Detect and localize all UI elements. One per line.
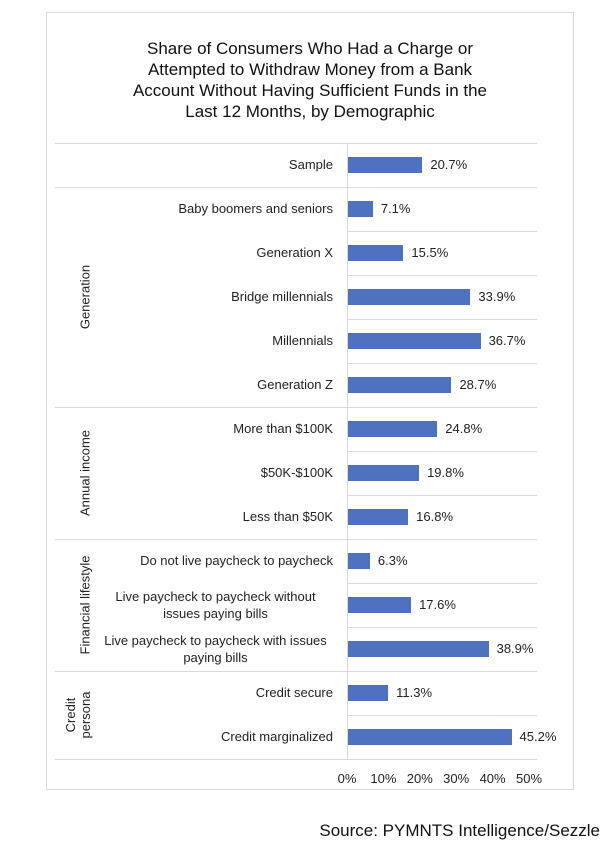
bar xyxy=(347,729,512,745)
data-label: 7.1% xyxy=(380,201,411,216)
group-label: Financial lifestyle xyxy=(77,555,93,655)
data-label: 19.8% xyxy=(427,465,464,480)
category-label: More than $100K xyxy=(233,421,333,436)
category-label: Do not live paycheck to paycheck xyxy=(140,553,333,568)
category-label: Millennials xyxy=(272,333,333,348)
bar xyxy=(347,641,489,657)
bar xyxy=(347,465,420,481)
data-label: 6.3% xyxy=(377,553,408,568)
group-separator xyxy=(55,759,537,760)
row-separator xyxy=(347,715,537,716)
x-tick-label: 10% xyxy=(370,771,397,786)
chart-frame xyxy=(46,12,574,790)
category-label: Live paycheck to paycheck with issues pa… xyxy=(104,633,327,665)
bar xyxy=(347,421,438,437)
group-separator xyxy=(55,187,537,188)
category-label: Live paycheck to paycheck without issues… xyxy=(115,589,316,621)
x-tick-label: 0% xyxy=(337,771,357,786)
data-label: 45.2% xyxy=(519,729,557,744)
row-separator xyxy=(347,627,537,628)
row-separator xyxy=(347,231,537,232)
row-separator xyxy=(347,451,537,452)
x-tick-label: 40% xyxy=(479,771,506,786)
source-note: Source: PYMNTS Intelligence/Sezzle xyxy=(319,821,600,840)
bar xyxy=(347,553,370,569)
group-separator xyxy=(55,407,537,408)
group-label: Credit persona xyxy=(63,691,93,739)
group-separator xyxy=(55,539,537,540)
bar xyxy=(347,245,404,261)
chart-title-line: Share of Consumers Who Had a Charge or xyxy=(147,39,473,58)
row-separator xyxy=(347,495,537,496)
y-axis-line xyxy=(347,143,348,759)
group-separator xyxy=(55,671,537,672)
row-separator xyxy=(347,319,537,320)
bar xyxy=(347,333,481,349)
bar xyxy=(347,597,412,613)
data-label: 28.7% xyxy=(459,377,497,392)
data-label: 17.6% xyxy=(419,597,456,612)
group-label: Annual income xyxy=(77,430,93,516)
category-label: $50K-$100K xyxy=(260,465,333,480)
category-label: Bridge millennials xyxy=(231,289,333,304)
data-label: 15.5% xyxy=(411,245,449,260)
chart-title: Share of Consumers Who Had a Charge or At… xyxy=(60,38,560,122)
category-label: Generation X xyxy=(256,245,333,260)
category-label: Generation Z xyxy=(257,377,333,392)
category-label: Credit secure xyxy=(255,685,333,700)
row-separator xyxy=(347,363,537,364)
x-tick-label: 30% xyxy=(443,771,470,786)
data-label: 24.8% xyxy=(445,421,483,436)
category-label: Sample xyxy=(288,157,333,172)
bar xyxy=(347,289,471,305)
bar xyxy=(347,377,452,393)
data-label: 33.9% xyxy=(478,289,516,304)
chart-title-line: Last 12 Months, by Demographic xyxy=(185,102,435,121)
group-label: Generation xyxy=(77,264,93,330)
x-tick-label: 50% xyxy=(515,771,543,786)
data-label: 36.7% xyxy=(488,333,526,348)
data-label: 11.3% xyxy=(396,685,433,700)
chart-title-line: Attempted to Withdraw Money from a Bank xyxy=(147,60,473,79)
category-label: Baby boomers and seniors xyxy=(178,201,333,216)
chart-title-line: Account Without Having Sufficient Funds … xyxy=(132,81,488,100)
row-separator xyxy=(347,583,537,584)
group-separator xyxy=(55,143,537,144)
data-label: 38.9% xyxy=(496,641,534,656)
bar xyxy=(347,201,373,217)
bar xyxy=(347,157,423,173)
category-label: Credit marginalized xyxy=(221,729,333,744)
category-label: Less than $50K xyxy=(242,509,333,524)
x-tick-label: 20% xyxy=(406,771,433,786)
row-separator xyxy=(347,275,537,276)
bar xyxy=(347,509,409,525)
bar xyxy=(347,685,389,701)
data-label: 16.8% xyxy=(416,509,454,524)
data-label: 20.7% xyxy=(430,157,468,172)
